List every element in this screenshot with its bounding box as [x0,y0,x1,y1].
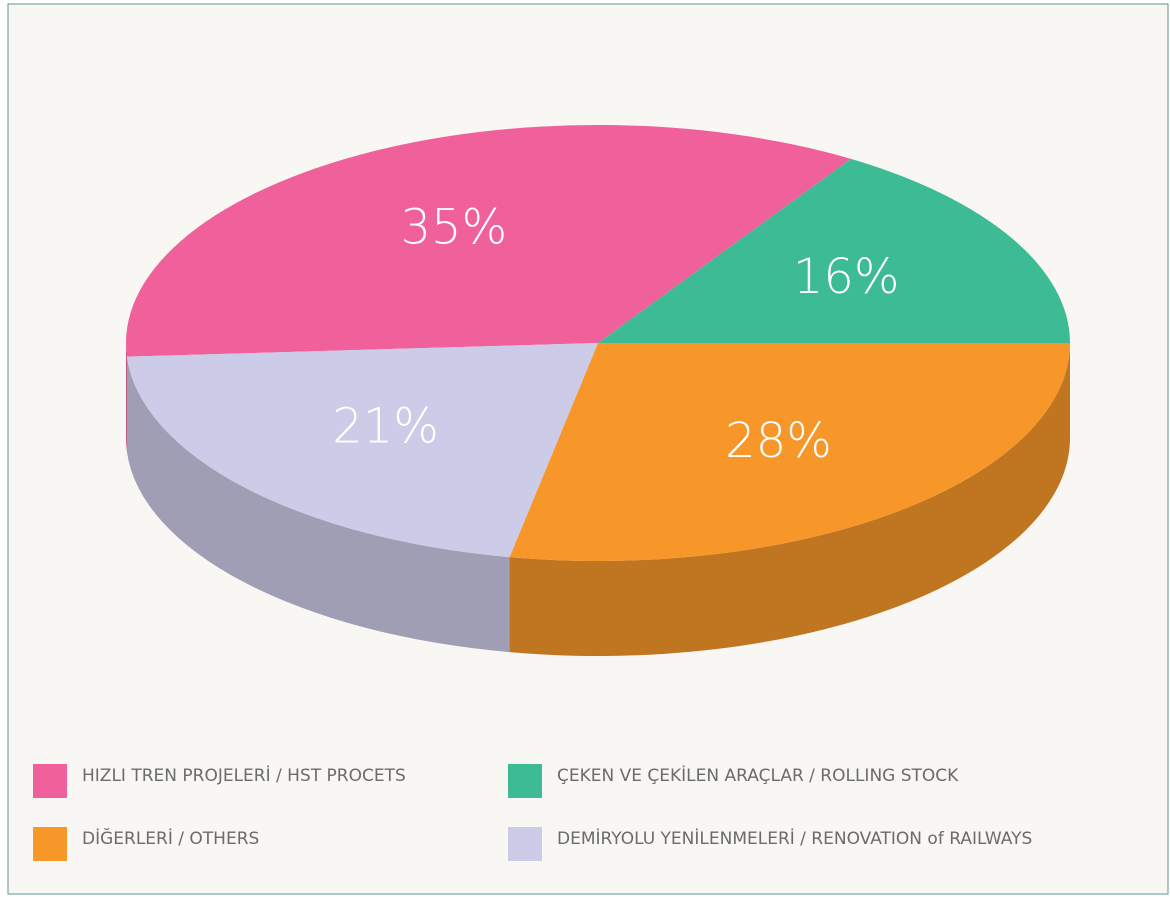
slice [126,343,598,558]
pie-tops [126,125,1070,561]
legend-swatch [508,827,542,861]
slice [126,125,851,357]
slice-label: 35% [400,199,507,255]
slice-label: 28% [725,413,832,469]
slice-label: 16% [793,249,900,305]
pie-labels: 35% 16% 28% 21% [332,199,899,468]
slice-side [126,343,127,452]
legend-swatch [33,764,67,798]
legend-swatch [33,827,67,861]
legend: HIZLI TREN PROJELERİ / HST PROCETS ÇEKEN … [33,764,1032,861]
legend-label: DİĞERLERİ / OTHERS [82,827,259,849]
legend-label: HIZLI TREN PROJELERİ / HST PROCETS [82,765,406,786]
slice [509,343,1070,561]
slice-side-shade [126,343,127,452]
pie-sides [126,343,1070,656]
slice [598,158,1070,343]
legend-swatch [508,764,542,798]
slice-side [126,356,510,653]
legend-label: ÇEKEN VE ÇEKİLEN ARAÇLAR / ROLLING STOCK [557,765,959,786]
slice-side-shade [509,343,1070,656]
slice-side-shade [126,356,510,653]
slice-side [509,343,1070,656]
legend-label: DEMİRYOLU YENİLENMELERİ / RENOVATION of … [557,828,1032,849]
slice-label: 21% [332,398,439,454]
